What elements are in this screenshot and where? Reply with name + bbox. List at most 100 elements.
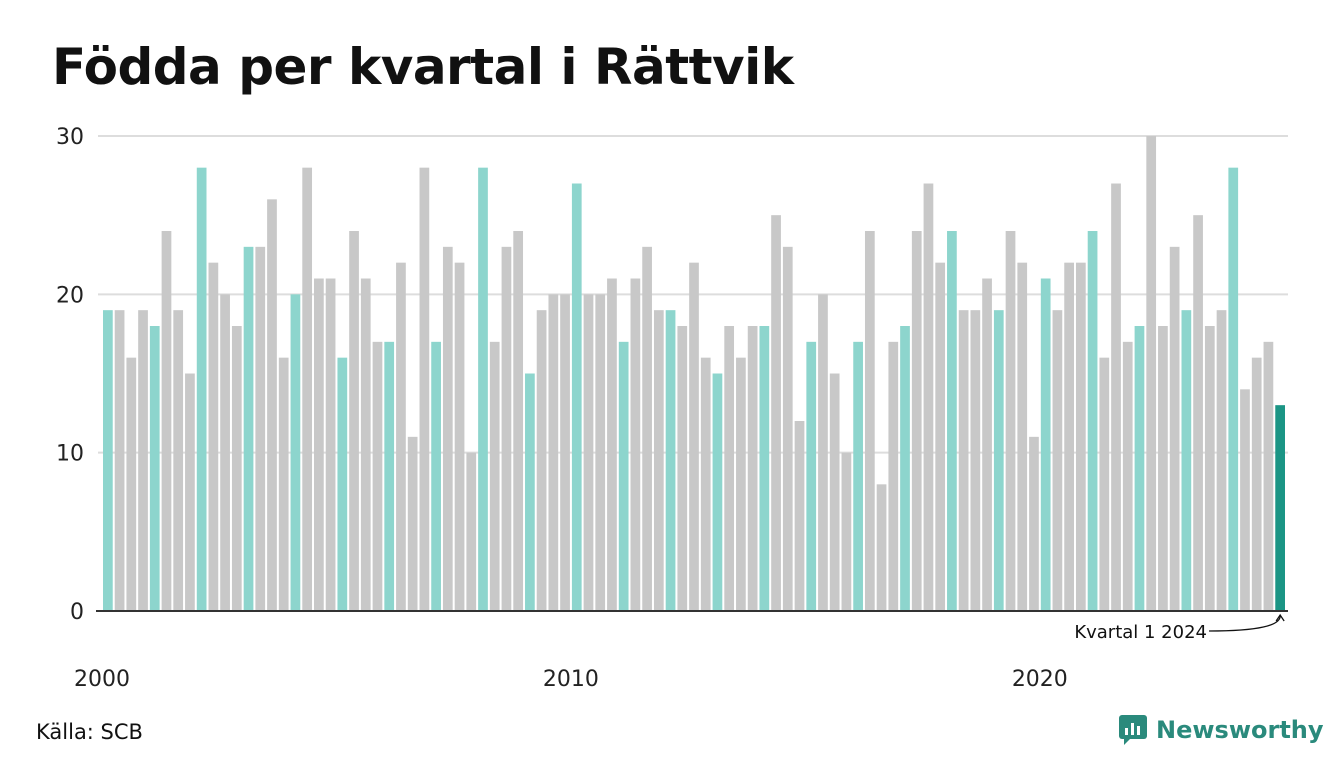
bar [900, 326, 910, 611]
bar [1064, 262, 1074, 611]
bar [1052, 310, 1063, 611]
bar [536, 310, 547, 611]
bar [689, 262, 699, 611]
annotation: Kvartal 1 2024 [1074, 613, 1285, 643]
bar [947, 231, 957, 611]
x-tick-label: 2020 [1012, 667, 1068, 692]
bar [571, 183, 582, 611]
x-tick-label: 2010 [543, 667, 599, 692]
y-tick-label: 30 [56, 125, 84, 150]
bar [243, 246, 254, 612]
y-tick-label: 10 [56, 442, 84, 467]
bar [982, 278, 992, 611]
bar [1204, 326, 1215, 611]
bar [431, 341, 441, 611]
bar [1251, 357, 1262, 611]
bar [349, 231, 359, 611]
y-tick-label: 20 [56, 283, 84, 308]
bar [478, 167, 488, 611]
bar [618, 341, 629, 611]
bar [653, 310, 664, 611]
bar [958, 310, 969, 611]
bar [384, 341, 395, 611]
y-tick-label: 0 [70, 600, 84, 625]
bar [419, 167, 430, 611]
bar [196, 167, 207, 611]
bar [396, 262, 406, 611]
bar [208, 262, 219, 611]
bar [712, 373, 723, 611]
bar [630, 278, 641, 611]
bar [513, 231, 524, 611]
bar [1228, 167, 1239, 611]
bar [642, 246, 652, 612]
bar [876, 484, 887, 611]
bar [806, 341, 817, 611]
bar [560, 294, 570, 611]
bar [103, 310, 113, 611]
bar [736, 357, 746, 611]
bar [794, 421, 805, 611]
bar [372, 341, 383, 611]
brand-name: Newsworthy [1156, 716, 1324, 744]
bar [1134, 326, 1145, 611]
bar [782, 246, 793, 612]
bar [278, 357, 289, 611]
bar [1017, 262, 1028, 611]
bar [1040, 278, 1051, 611]
bar [185, 373, 195, 611]
bar [607, 278, 617, 611]
bar [267, 199, 277, 612]
bar [923, 183, 934, 611]
bar [337, 357, 348, 611]
bar [161, 231, 172, 611]
bar [466, 452, 477, 611]
bar [829, 373, 840, 611]
bar [864, 231, 875, 611]
bar [231, 326, 242, 611]
bar [853, 341, 863, 611]
bar [114, 310, 125, 611]
bar [1099, 357, 1110, 611]
bar [290, 294, 301, 611]
bar [747, 326, 758, 611]
bar [970, 310, 981, 611]
bar [1111, 183, 1121, 611]
bar [771, 215, 781, 611]
bar [501, 246, 512, 612]
bar [220, 294, 230, 611]
bar [442, 246, 453, 612]
bar [407, 436, 418, 611]
bar [173, 310, 184, 611]
bar [759, 326, 770, 611]
bar [1169, 246, 1180, 612]
bar [1146, 136, 1157, 611]
bar [1275, 405, 1285, 611]
bar [454, 262, 465, 611]
bar [548, 294, 559, 611]
bar [935, 262, 946, 611]
bar [302, 167, 313, 611]
bar [595, 294, 606, 611]
brand-logo[interactable]: Newsworthy [1118, 714, 1324, 746]
bar [314, 278, 324, 611]
bar [1181, 310, 1192, 611]
x-tick-labels: 2000 2010 2020 [74, 667, 1068, 692]
bar [888, 341, 899, 611]
bar [993, 310, 1004, 611]
chart-title: Födda per kvartal i Rättvik [52, 38, 794, 96]
bar [255, 246, 266, 612]
bar [1075, 262, 1086, 611]
bar [1193, 215, 1203, 611]
bar [583, 294, 594, 611]
x-tick-label: 2000 [74, 667, 130, 692]
bar [841, 452, 852, 611]
bar [1122, 341, 1133, 611]
bar [126, 357, 137, 611]
bars [103, 136, 1285, 612]
y-tick-labels: 0 10 20 30 [56, 125, 84, 625]
bar [1087, 231, 1098, 611]
bar [138, 310, 148, 611]
bar [818, 294, 828, 611]
